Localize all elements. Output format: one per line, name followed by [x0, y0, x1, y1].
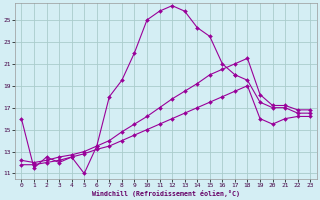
X-axis label: Windchill (Refroidissement éolien,°C): Windchill (Refroidissement éolien,°C) [92, 190, 240, 197]
